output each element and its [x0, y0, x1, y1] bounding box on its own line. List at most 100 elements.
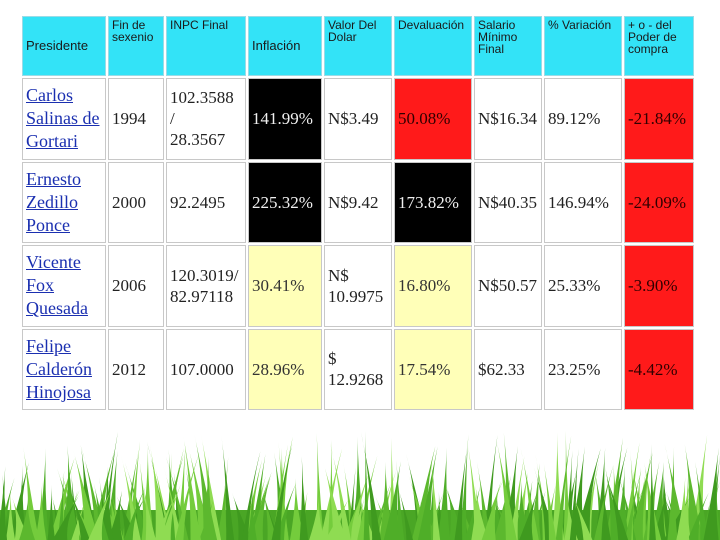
- header-inpc: INPC Final: [166, 16, 246, 76]
- grass-blade: [437, 447, 451, 540]
- grass-blade: [47, 484, 56, 540]
- grass-blade: [454, 447, 467, 540]
- grass-blade: [299, 456, 309, 540]
- header-salario: Salario Mínimo Final: [474, 16, 542, 76]
- grass-blade: [160, 484, 181, 540]
- president-name-link[interactable]: Carlos Salinas de Gortari: [22, 78, 106, 160]
- president-economy-table-container: Presidente Fin de sexenio INPC Final Inf…: [20, 14, 694, 412]
- grass-blade: [329, 442, 351, 540]
- header-row: Presidente Fin de sexenio INPC Final Inf…: [22, 16, 694, 76]
- grass-blade: [649, 443, 656, 540]
- grass-blade: [676, 478, 691, 540]
- dollar-cell: N$9.42: [324, 161, 392, 243]
- table-row: Ernesto Zedillo Ponce 2000 92.2495 225.3…: [22, 161, 694, 243]
- grass-blade: [476, 461, 492, 540]
- inflation-cell: 141.99%: [248, 78, 322, 160]
- devaluation-cell: 173.82%: [394, 161, 472, 243]
- grass-blade: [446, 486, 466, 540]
- grass-blade: [67, 486, 90, 540]
- grass-blade: [459, 434, 469, 540]
- grass-blade: [625, 470, 642, 540]
- header-devaluacion: Devaluación: [394, 16, 472, 76]
- grass-blade: [182, 432, 201, 540]
- inflation-cell: 225.32%: [248, 161, 322, 243]
- president-name-link[interactable]: Ernesto Zedillo Ponce: [22, 161, 106, 243]
- grass-blade: [623, 442, 640, 540]
- year-cell: 2000: [108, 161, 164, 243]
- grass-blade: [519, 492, 538, 540]
- grass-blade: [495, 435, 517, 540]
- variation-cell: 23.25%: [544, 328, 622, 410]
- grass-blade: [163, 466, 182, 540]
- grass-blade: [687, 492, 709, 540]
- dollar-cell: N$3.49: [324, 78, 392, 160]
- inpc-cell: 92.2495: [166, 161, 246, 243]
- grass-blade: [35, 482, 47, 540]
- grass-blade: [272, 444, 288, 540]
- inpc-cell: 107.0000: [166, 328, 246, 410]
- president-economy-table: Presidente Fin de sexenio INPC Final Inf…: [20, 14, 696, 412]
- grass-blade: [542, 458, 557, 540]
- grass-blade: [247, 486, 257, 540]
- table-row: Vicente Fox Quesada 2006 120.3019/ 82.97…: [22, 245, 694, 327]
- president-name-link[interactable]: Felipe Calderón Hinojosa: [22, 328, 106, 410]
- grass-blade: [430, 453, 441, 540]
- grass-blade: [667, 446, 678, 540]
- grass-blade: [262, 489, 278, 540]
- grass-blade: [19, 497, 35, 540]
- inflation-cell: 28.96%: [248, 328, 322, 410]
- grass-decoration: [0, 430, 720, 540]
- dollar-cell: N$ 10.9975: [324, 245, 392, 327]
- grass-blade: [569, 448, 579, 540]
- grass-blade: [601, 480, 611, 540]
- grass-blade: [23, 446, 39, 540]
- salary-cell: N$40.35: [474, 161, 542, 243]
- grass-blade: [564, 498, 578, 540]
- grass-blade: [397, 487, 414, 540]
- grass-blade: [250, 471, 272, 540]
- grass-blade: [108, 490, 123, 540]
- devaluation-cell: 16.80%: [394, 245, 472, 327]
- salary-cell: $62.33: [474, 328, 542, 410]
- grass-blade: [472, 485, 489, 540]
- grass-blade: [604, 463, 622, 540]
- year-cell: 1994: [108, 78, 164, 160]
- dollar-cell: $ 12.9268: [324, 328, 392, 410]
- grass-blade: [124, 463, 149, 540]
- grass-blade: [529, 463, 541, 540]
- grass-blade: [481, 480, 502, 540]
- grass-blade: [123, 486, 146, 540]
- grass-blade: [629, 452, 653, 540]
- grass-blade: [383, 461, 401, 540]
- purchasing-power-cell: -21.84%: [624, 78, 694, 160]
- header-inflacion: Inflación: [248, 16, 322, 76]
- grass-blade: [520, 448, 539, 540]
- purchasing-power-cell: -3.90%: [624, 245, 694, 327]
- devaluation-cell: 50.08%: [394, 78, 472, 160]
- table-row: Carlos Salinas de Gortari 1994 102.3588 …: [22, 78, 694, 160]
- grass-blade: [360, 431, 382, 540]
- grass-blade: [100, 466, 114, 540]
- table-row: Felipe Calderón Hinojosa 2012 107.0000 2…: [22, 328, 694, 410]
- grass-blade: [88, 487, 113, 540]
- president-name-link[interactable]: Vicente Fox Quesada: [22, 245, 106, 327]
- grass-blade: [363, 430, 370, 540]
- inpc-cell: 120.3019/ 82.97118: [166, 245, 246, 327]
- grass-blade: [684, 444, 704, 540]
- grass-blade: [652, 491, 667, 540]
- salary-cell: N$16.34: [474, 78, 542, 160]
- inpc-cell: 102.3588 / 28.3567: [166, 78, 246, 160]
- grass-blade: [52, 495, 79, 540]
- grass-blade: [141, 446, 155, 540]
- grass-blade: [241, 451, 261, 540]
- grass-blade: [12, 497, 31, 540]
- grass-blade: [483, 434, 498, 540]
- header-valor-dolar: Valor Del Dolar: [324, 16, 392, 76]
- grass-blade: [411, 446, 436, 540]
- year-cell: 2012: [108, 328, 164, 410]
- grass-blade: [555, 435, 572, 540]
- grass-blade: [5, 490, 16, 540]
- grass-blade: [417, 446, 438, 540]
- header-variacion: % Variación: [544, 16, 622, 76]
- purchasing-power-cell: -4.42%: [624, 328, 694, 410]
